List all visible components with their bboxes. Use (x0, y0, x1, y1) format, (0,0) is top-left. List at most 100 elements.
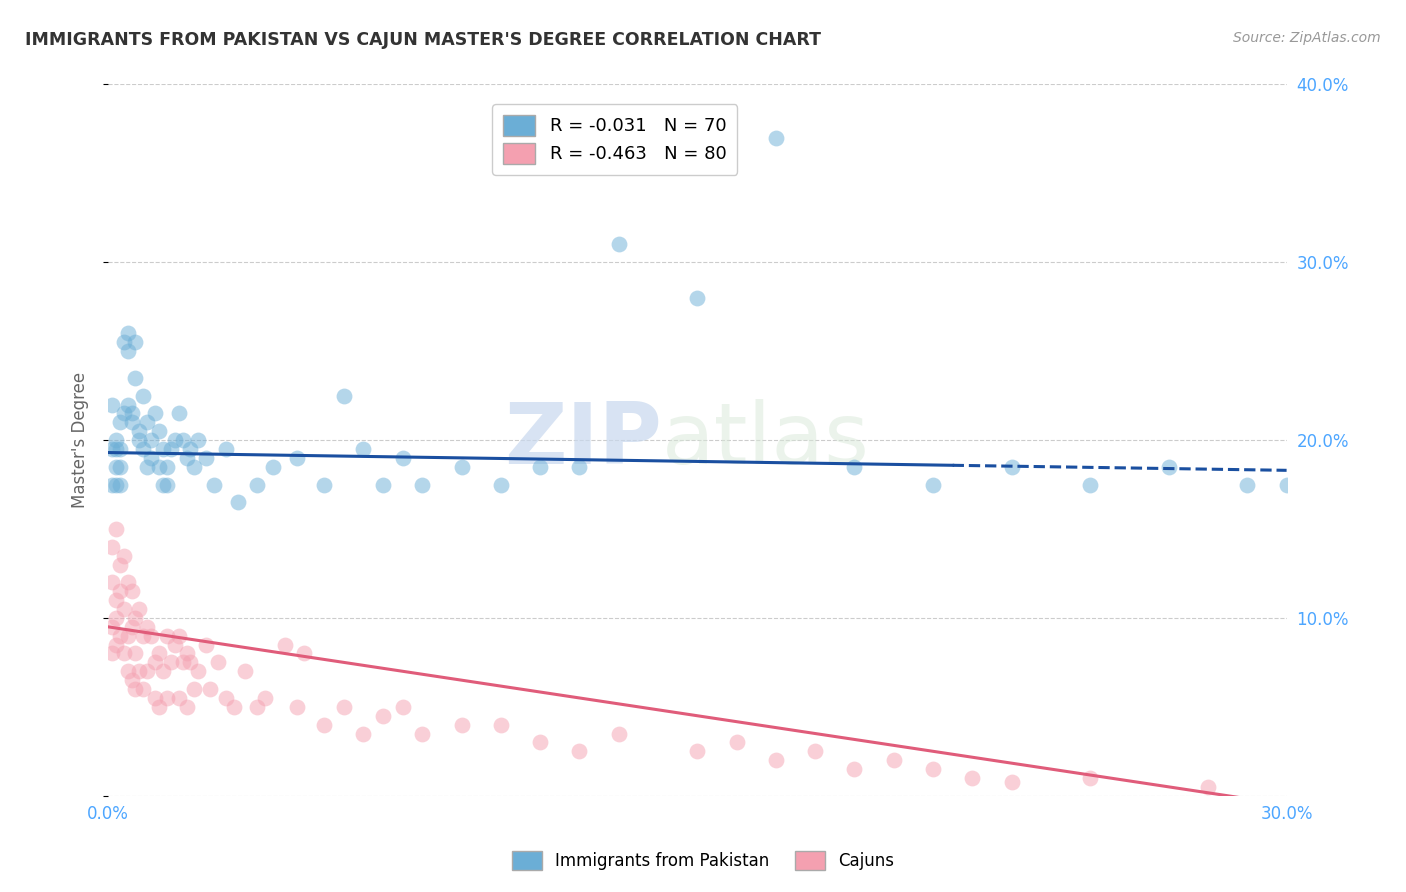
Point (108, 459, 131, 474)
Point (352, 442, 374, 456)
Point (141, 450, 163, 465)
Point (274, 638, 297, 652)
Point (391, 699, 413, 714)
Point (371, 708, 394, 723)
Point (725, 735, 748, 749)
Point (1157, 459, 1180, 474)
Point (883, 753, 905, 767)
Point (686, 744, 709, 758)
Point (104, 522, 127, 536)
Point (172, 433, 194, 447)
Point (121, 620, 143, 634)
Point (104, 459, 127, 474)
Point (686, 291, 709, 305)
Point (101, 647, 124, 661)
Point (187, 665, 209, 679)
Point (607, 237, 630, 252)
Point (207, 656, 229, 670)
Point (148, 699, 170, 714)
Point (136, 665, 159, 679)
Point (844, 459, 866, 474)
Point (179, 442, 201, 456)
Point (108, 629, 131, 643)
Point (568, 744, 591, 758)
Point (101, 620, 124, 634)
Point (1000, 459, 1022, 474)
Point (922, 762, 945, 776)
Point (411, 726, 433, 740)
Point (163, 638, 186, 652)
Point (101, 398, 124, 412)
Point (294, 647, 316, 661)
Point (108, 415, 131, 429)
Point (152, 665, 174, 679)
Point (112, 335, 135, 350)
Point (104, 433, 127, 447)
Point (148, 647, 170, 661)
Point (132, 442, 155, 456)
Point (117, 665, 139, 679)
Point (148, 424, 170, 438)
Point (844, 762, 866, 776)
Point (235, 665, 257, 679)
Point (529, 459, 551, 474)
Point (104, 611, 127, 625)
Point (1078, 771, 1101, 785)
Point (312, 477, 335, 491)
Point (922, 477, 945, 491)
Point (132, 389, 155, 403)
Point (183, 459, 205, 474)
Point (198, 681, 221, 696)
Point (176, 647, 198, 661)
Point (101, 575, 124, 590)
Point (607, 726, 630, 740)
Point (152, 442, 174, 456)
Point (108, 584, 131, 599)
Point (101, 477, 124, 491)
Point (108, 477, 131, 491)
Point (148, 459, 170, 474)
Point (108, 558, 131, 572)
Point (117, 575, 139, 590)
Point (262, 459, 284, 474)
Point (121, 673, 143, 688)
Point (489, 477, 512, 491)
Point (215, 690, 238, 705)
Y-axis label: Master's Degree: Master's Degree (72, 372, 89, 508)
Point (411, 477, 433, 491)
Point (124, 647, 146, 661)
Point (108, 442, 131, 456)
Point (124, 371, 146, 385)
Point (195, 450, 218, 465)
Point (962, 771, 984, 785)
Point (285, 450, 308, 465)
Point (104, 442, 127, 456)
Legend: R = -0.031   N = 70, R = -0.463   N = 80: R = -0.031 N = 70, R = -0.463 N = 80 (492, 104, 738, 175)
Point (143, 690, 166, 705)
Point (1000, 774, 1022, 789)
Point (160, 656, 183, 670)
Point (183, 681, 205, 696)
Point (246, 477, 269, 491)
Point (156, 629, 179, 643)
Point (117, 344, 139, 359)
Point (117, 629, 139, 643)
Point (1078, 477, 1101, 491)
Point (285, 699, 308, 714)
Point (143, 406, 166, 420)
Point (195, 638, 218, 652)
Point (765, 753, 787, 767)
Point (136, 620, 159, 634)
Point (179, 656, 201, 670)
Point (132, 681, 155, 696)
Point (1236, 477, 1258, 491)
Point (1197, 780, 1219, 794)
Point (124, 681, 146, 696)
Point (222, 699, 245, 714)
Point (101, 540, 124, 554)
Point (136, 459, 159, 474)
Point (246, 699, 269, 714)
Point (160, 442, 183, 456)
Point (141, 629, 163, 643)
Point (215, 442, 238, 456)
